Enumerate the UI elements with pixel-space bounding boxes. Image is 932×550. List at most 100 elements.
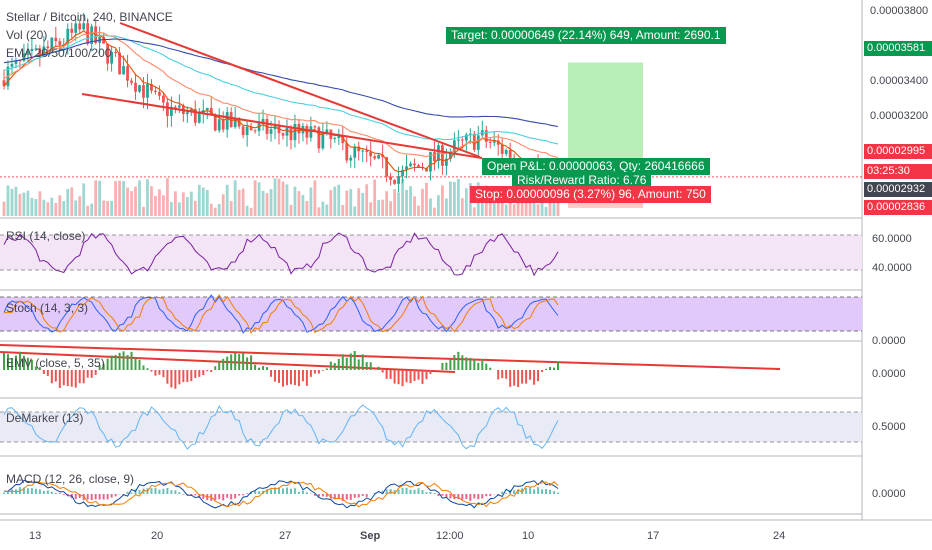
candle-body [162,95,165,103]
volume-bar [225,184,229,216]
emv-bar [106,358,109,370]
volume-bar [6,185,10,216]
volume-bar [46,202,50,216]
candle-body [488,141,492,143]
volume-bar [241,188,245,216]
volume-bar [50,197,54,216]
emv-bar [242,352,245,370]
candle-body [185,112,189,115]
macd-hist-bar [417,488,420,494]
volume-bar [201,187,205,216]
candle-body [166,102,169,116]
demarker-label[interactable]: DeMarker (13) [6,411,84,425]
emv-bar [517,370,520,388]
volume-bar [313,180,317,216]
emv-bar [186,370,189,383]
macd-hist-bar [305,492,308,494]
macd-label[interactable]: MACD (12, 26, close, 9) [6,472,135,486]
candle-body [66,28,70,45]
emv-bar [441,362,444,370]
macd-hist-bar [202,494,205,499]
macd-hist-bar [445,494,448,498]
macd-hist-bar [42,490,45,494]
macd-hist-bar [517,489,520,494]
emv-bar [54,370,57,382]
volume-bar [150,186,153,216]
emv-bar [58,370,61,389]
candle-body [445,158,448,166]
volume-bar [524,198,528,216]
candle-body [365,150,369,153]
macd-hist-bar [381,490,384,494]
stoch-label[interactable]: Stoch (14, 3, 3) [6,301,89,315]
volume-bar [10,188,14,216]
candle-body [413,163,416,166]
candle-body [30,48,34,51]
emv-bar [537,370,540,382]
macd-hist-bar [110,494,113,498]
emv-bar [238,354,241,370]
open-pl-label[interactable]: Open P&L: 0.00000063, Qty: 260416666 [482,158,710,175]
volume-bar [512,204,516,216]
time-tick: 13 [29,530,42,542]
stop-label[interactable]: Stop: 0.00000096 (3.27%) 96, Amount: 750 [470,186,711,203]
volume-bar [253,180,257,216]
volume-bar [437,195,440,216]
candle-body [217,119,221,131]
vol-indicator-label[interactable]: Vol (20) [6,28,48,42]
rsi-label[interactable]: RSI (14, close) [6,229,86,243]
chart-grid [0,0,932,521]
candle-body [309,126,313,138]
emv-bar [285,370,288,386]
ema-line [3,34,559,145]
volume-bar [329,190,333,216]
risk-reward-label[interactable]: Risk/Reward Ratio: 6.76 [512,172,652,189]
volume-bar [257,182,261,216]
volume-bar [233,180,237,216]
candle-body [393,179,396,184]
macd-hist-bar [529,487,532,494]
emv-bar [445,362,448,370]
emv-bar [190,370,193,382]
last-price-tag: 0.00002995 [864,144,932,159]
macd-hist-bar [469,494,472,501]
emv-bar [230,354,233,370]
macd-hist-bar [214,494,217,501]
volume-bar [397,192,400,216]
ema-line [3,38,559,128]
symbol-title[interactable]: Stellar / Bitcoin, 240, BINANCE [6,10,173,24]
candle-body [504,150,508,154]
macd-hist-bar [361,494,364,496]
emv-bar [94,370,97,375]
candle-body [54,37,58,42]
candle-body [253,130,257,132]
target-label[interactable]: Target: 0.00000649 (22.14%) 649, Amount:… [446,27,726,44]
volume-bar [425,182,428,216]
candle-body [213,114,217,131]
volume-bar [209,203,213,216]
volume-bar [289,204,293,216]
volume-bar [421,188,424,216]
emv-bar [254,364,257,370]
macd-hist-bar [194,494,197,496]
candle-body [205,107,209,111]
emv-bar [162,370,165,378]
macd-hist-bar [246,493,249,494]
candle-body [385,157,389,177]
volume-bar [277,178,281,216]
macd-hist-bar [90,494,93,501]
macd-hist-bar [26,488,29,494]
macd-hist-bar [525,488,528,494]
candle-body [452,140,456,152]
emv-bar [513,370,516,386]
emv-bar [270,370,273,377]
volume-bar [480,191,484,216]
candle-body [34,48,38,50]
emv-bar [361,354,364,370]
trendline-lower [81,93,483,159]
emv-label[interactable]: EMV (close, 5, 35) [6,356,105,370]
ema-indicator-label[interactable]: EMA 20/50/100/200 [6,46,112,60]
volume-bar [134,186,137,216]
candle-body [249,126,253,131]
